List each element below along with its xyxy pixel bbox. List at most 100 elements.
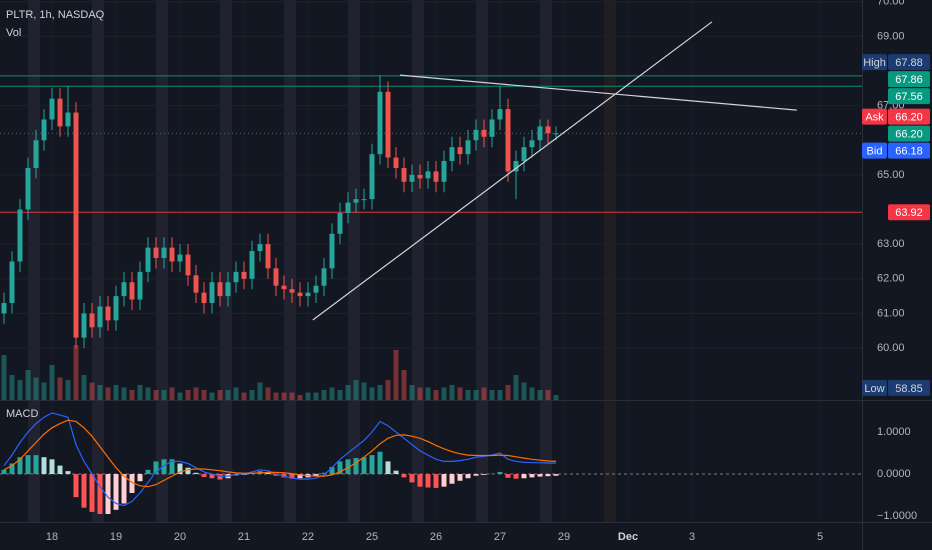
macd-histogram-bar [401, 474, 407, 478]
price-label-box [888, 125, 930, 142]
session-band [28, 0, 40, 522]
volume-bar [289, 392, 295, 400]
macd-histogram-bar [273, 474, 279, 476]
session-band [28, 0, 40, 522]
y-tick-label: 70.00 [877, 0, 905, 8]
volume-bar [337, 390, 343, 400]
volume-bar [353, 380, 359, 400]
volume-bar [425, 387, 431, 400]
macd-histogram-bar [433, 474, 439, 488]
macd-tick-label: −1.0000 [877, 510, 917, 522]
volume-bar [553, 395, 559, 400]
y-tick-label: 62.00 [877, 273, 905, 285]
price-label-tag-box [862, 108, 887, 125]
price-label-tag: Bid [867, 145, 883, 157]
macd-histogram-bar [113, 474, 119, 510]
candle-body [25, 167, 31, 210]
volume-bar [201, 390, 207, 400]
trend-lines [312, 21, 797, 321]
candle-body [401, 167, 407, 182]
macd-histogram-bar [297, 474, 303, 479]
price-lines [0, 75, 862, 213]
macd-histogram-bar [65, 471, 71, 475]
macd-histogram-bar [393, 470, 399, 475]
volume-bar [433, 390, 439, 400]
price-label-tag: Ask [865, 111, 884, 123]
volume-bar [57, 377, 63, 400]
volume-bar [9, 375, 15, 400]
macd-histogram-bar [193, 472, 199, 475]
price-label-box [888, 88, 930, 105]
session-band [220, 0, 232, 522]
macd-histogram-bar [377, 451, 383, 475]
x-tick-label: 18 [46, 531, 58, 543]
session-band [156, 0, 168, 522]
macd-histogram-bar [345, 459, 351, 475]
session-band [604, 0, 616, 522]
candle-body [329, 233, 335, 269]
session-band [348, 0, 360, 522]
volume-bar [321, 390, 327, 400]
macd-histogram-bar [465, 474, 471, 479]
volume-bar [329, 387, 335, 400]
volume-bar [481, 387, 487, 400]
volume-bar [25, 370, 31, 400]
candle-body [81, 313, 87, 338]
y-tick-label: 63.00 [877, 238, 905, 250]
candle-body [465, 140, 471, 155]
candle-body [385, 91, 391, 158]
candle-body [361, 199, 367, 201]
candle-body [481, 129, 487, 137]
candle-body [161, 247, 167, 259]
macd-histogram-bar [57, 465, 63, 475]
macd-histogram-bar [1, 469, 7, 475]
macd-histogram-bar [361, 457, 367, 475]
macd-histogram-bar [265, 472, 271, 475]
y-tick-label: 69.00 [877, 30, 905, 42]
macd-histogram-bar [457, 474, 463, 481]
volume-bar [65, 380, 71, 400]
candle-body [129, 282, 135, 300]
macd-histogram-bar [425, 474, 431, 488]
macd-histogram-bar [289, 474, 295, 479]
candle-body [377, 91, 383, 155]
macd-histogram-bar [73, 474, 79, 498]
x-tick-label: 26 [430, 531, 442, 543]
volume-bar [89, 382, 95, 400]
volume-bar [209, 392, 215, 400]
candle-body [249, 251, 255, 279]
candle-body [113, 296, 119, 321]
candle-body [241, 271, 247, 279]
macd-tick-label: 0.0000 [877, 468, 911, 480]
candle-body [177, 254, 183, 262]
candle-body [233, 271, 239, 283]
macd-histogram-bar [337, 461, 343, 475]
x-tick-label: 20 [174, 531, 186, 543]
macd-histogram-bar [41, 457, 47, 475]
x-tick-label: 29 [558, 531, 570, 543]
candle-body [9, 261, 15, 304]
candle-body [489, 119, 495, 137]
price-label-value: 66.20 [895, 111, 923, 123]
volume-bar [297, 395, 303, 400]
price-label-tag-box [862, 379, 887, 396]
price-label-box [888, 108, 930, 125]
candle-body [545, 126, 551, 134]
y-tick-label: 61.00 [877, 307, 905, 319]
candle-body [137, 271, 143, 300]
volume-bar [345, 385, 351, 400]
macd-histogram-bar [161, 459, 167, 475]
macd-histogram-bar [169, 459, 175, 475]
volume-bar [489, 390, 495, 400]
candle-body [449, 147, 455, 162]
volume-bar [33, 377, 39, 400]
macd-histogram-bar [233, 474, 239, 476]
price-label-tag: High [863, 57, 886, 69]
macd-histogram-bar [505, 474, 511, 478]
price-labels: 67.88 High 67.86 67.56 66.20 Ask 66.20 66.18 Bid… [862, 54, 930, 396]
volume-bar [193, 387, 199, 400]
price-label-box [888, 54, 930, 71]
price-label-box [888, 379, 930, 396]
